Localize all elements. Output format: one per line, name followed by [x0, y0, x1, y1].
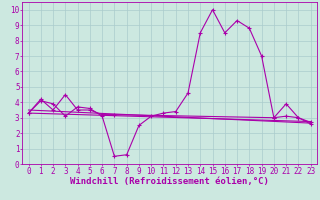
X-axis label: Windchill (Refroidissement éolien,°C): Windchill (Refroidissement éolien,°C) [70, 177, 269, 186]
